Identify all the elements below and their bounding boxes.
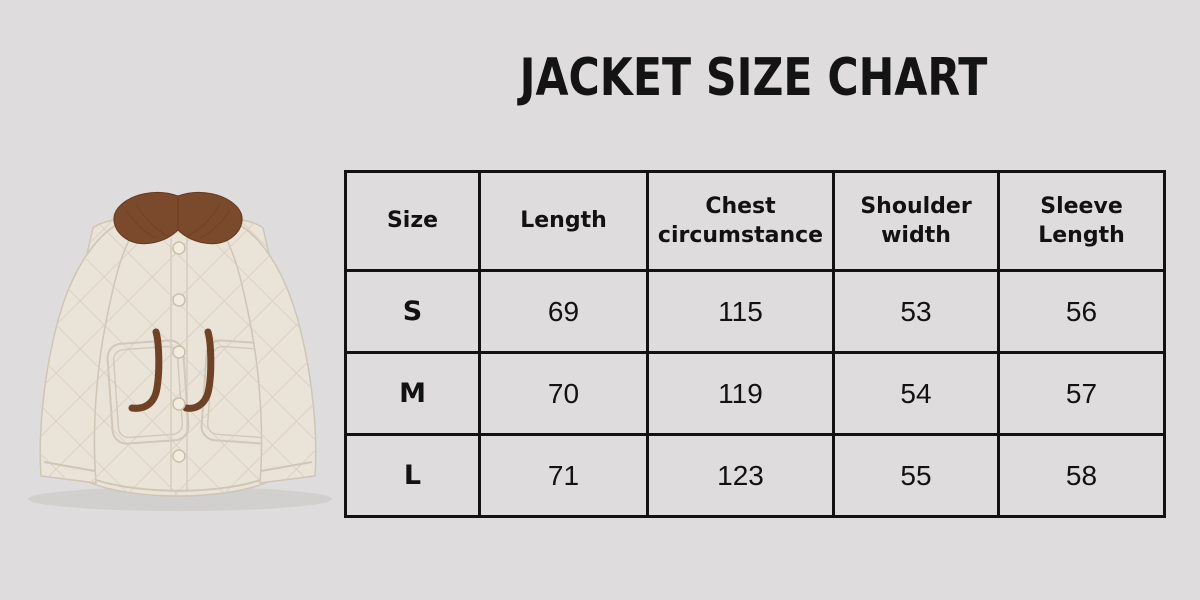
cell-l-length: 71 — [478, 433, 649, 518]
cell-s-sleeve: 56 — [997, 269, 1166, 354]
cell-m-chest: 119 — [646, 351, 835, 436]
cell-size-s: S — [344, 269, 481, 354]
header-chest-circumstance: Chest circumstance — [646, 170, 835, 272]
quilted-jacket-illustration — [28, 191, 332, 511]
jacket-collar — [113, 191, 243, 245]
cell-size-l: L — [344, 433, 481, 518]
cell-s-length: 69 — [478, 269, 649, 354]
header-sleeve-length: Sleeve Length — [997, 170, 1166, 272]
page-title: JACKET SIZE CHART — [519, 48, 988, 108]
cell-m-length: 70 — [478, 351, 649, 436]
header-length: Length — [478, 170, 649, 272]
cell-s-chest: 115 — [646, 269, 835, 354]
size-table-header-row: Size Length Chest circumstance Shoulder … — [344, 170, 1166, 272]
cell-l-sleeve: 58 — [997, 433, 1166, 518]
jacket-photo — [8, 180, 348, 520]
cell-l-chest: 123 — [646, 433, 835, 518]
table-row-size-s: S 69 115 53 56 — [344, 269, 1166, 354]
table-row-size-m: M 70 119 54 57 — [344, 351, 1166, 436]
cell-size-m: M — [344, 351, 481, 436]
header-size: Size — [344, 170, 481, 272]
table-row-size-l: L 71 123 55 58 — [344, 433, 1166, 518]
cell-m-shoulder: 54 — [832, 351, 1000, 436]
header-shoulder-width: Shoulder width — [832, 170, 1000, 272]
size-table: Size Length Chest circumstance Shoulder … — [344, 170, 1166, 518]
cell-l-shoulder: 55 — [832, 433, 1000, 518]
cell-s-shoulder: 53 — [832, 269, 1000, 354]
jacket-buttons — [172, 241, 186, 463]
left-pocket — [106, 339, 190, 445]
cell-m-sleeve: 57 — [997, 351, 1166, 436]
